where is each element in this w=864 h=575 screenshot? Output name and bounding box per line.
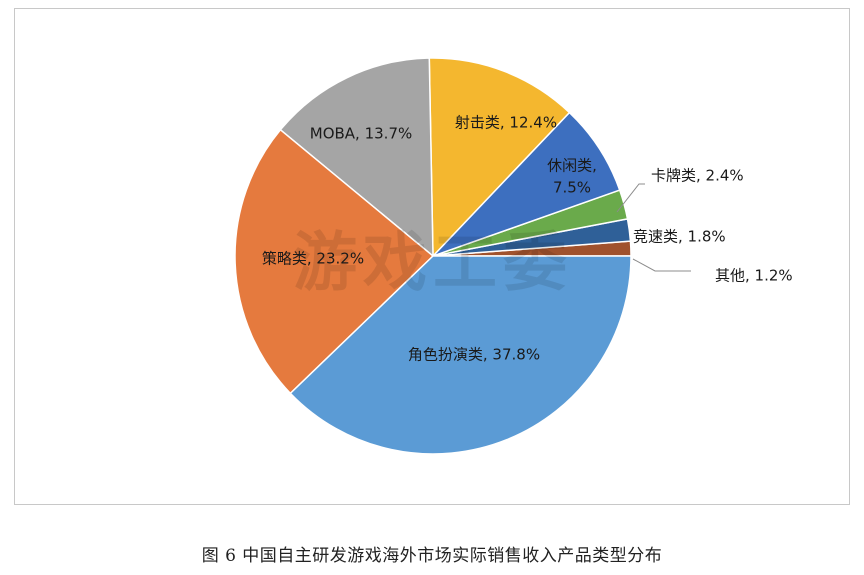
slice-label-1: 竞速类, 1.8% (633, 228, 726, 246)
watermark: 游戏工委 (293, 227, 573, 301)
slice-label-4: 射击类, 12.4% (455, 114, 557, 132)
pie-slice-4 (428, 57, 571, 258)
slice-label-7: 角色扮演类, 37.8% (408, 346, 540, 364)
slice-label-6: 策略类, 23.2% (262, 250, 364, 268)
figure-caption: 图 6 中国自主研发游戏海外市场实际销售收入产品类型分布 (201, 546, 663, 566)
pie-slice-7 (289, 255, 632, 455)
leader-line-2 (616, 183, 645, 213)
leader-line-0 (632, 258, 691, 272)
slice-labels: 其他, 1.2% 竞速类, 1.8% 卡牌类, 2.4% 休闲类, 7.5% 射击类, 1… (262, 114, 793, 364)
slice-label-5: MOBA, 13.7% (310, 125, 413, 143)
pie-slice-6 (234, 128, 435, 395)
chart-frame: 游戏工委 其他, 1.2% 竞速类, 1.8% 卡牌类, 2.4% 休闲类, 7.5% 射… (14, 8, 850, 505)
slice-label-3: 休闲类, 7.5% (547, 157, 597, 197)
leader-lines (616, 183, 691, 272)
slice-label-0: 其他, 1.2% (715, 267, 793, 285)
pie-chart: 游戏工委 其他, 1.2% 竞速类, 1.8% 卡牌类, 2.4% 休闲类, 7.5% 射… (234, 57, 793, 455)
pie-slices (234, 57, 632, 455)
pie-slice-5 (279, 57, 434, 258)
slice-label-2: 卡牌类, 2.4% (651, 167, 744, 185)
